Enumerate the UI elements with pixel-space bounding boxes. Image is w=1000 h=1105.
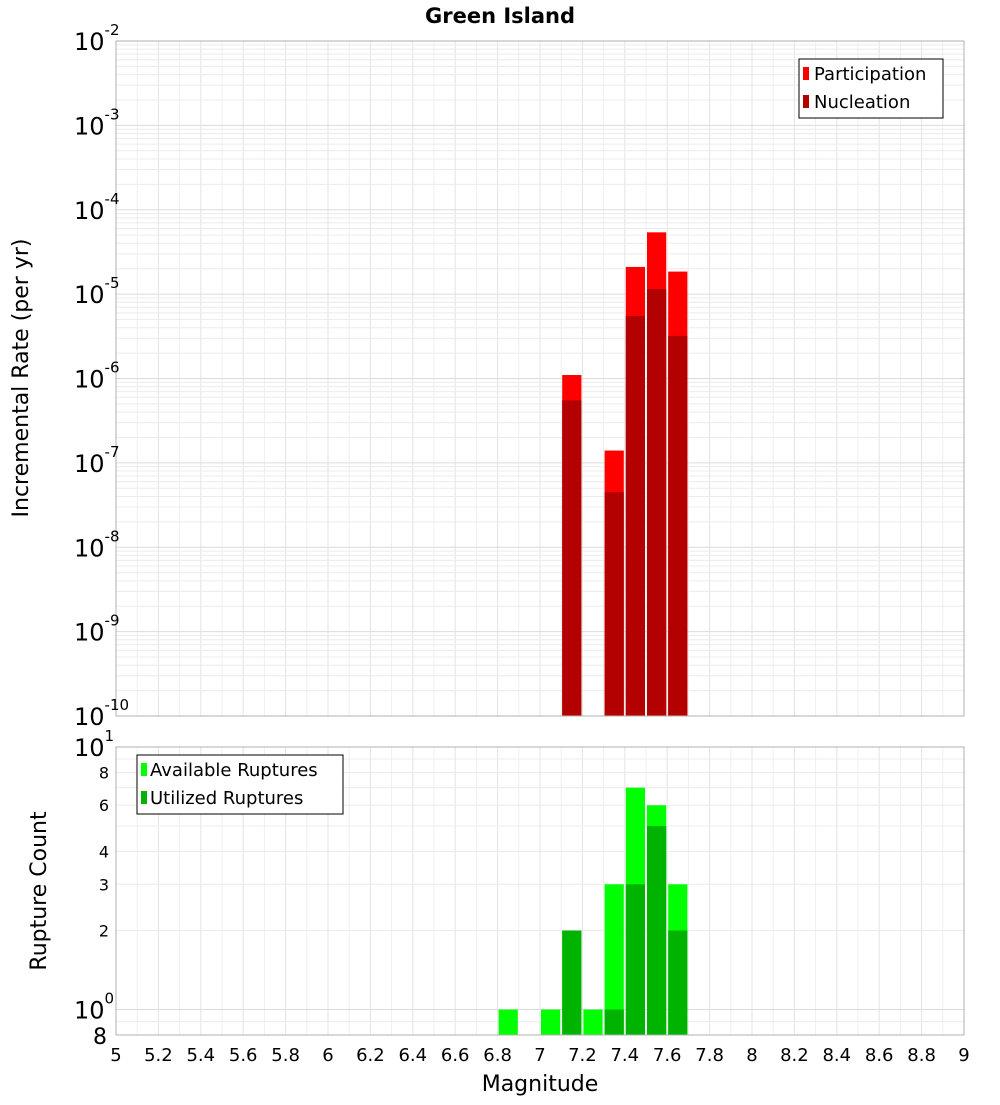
plot-frame [115,746,965,1036]
x-tick-label: 6 [322,1045,333,1066]
x-tick-label: 8.6 [865,1045,894,1066]
y-tick-label: 10-3 [74,105,120,140]
x-tick-label: 7.8 [695,1045,724,1066]
x-tick-label: 7 [534,1045,545,1066]
x-tick-label: 6.6 [441,1045,470,1066]
series-nucleation [562,289,688,716]
legend-label: Nucleation [814,92,910,113]
x-tick-label: 6.8 [483,1045,512,1066]
x-tick-label: 5.8 [271,1045,300,1066]
bar [668,930,688,1035]
y-tick-label: 10-10 [74,696,129,731]
x-tick-labels: 5 5.2 5.4 5.6 5.8 6 6.2 6.4 6.6 6.8 7 7.2 7.4 7.6 7.8 8… [110,1045,969,1066]
rate-panel: Incremental Rate (per yr) 10-2 10-3 10-4 10-… [9,21,965,731]
legend-swatch [141,763,147,776]
y-tick-label: 10-4 [74,190,120,225]
y-tick-label: 10-5 [74,274,120,309]
x-tick-label: 5 [110,1045,121,1066]
y-tick-label: 8 [99,763,109,782]
y-axis-label: Rupture Count [27,811,52,971]
legend-label: Utilized Ruptures [150,788,303,809]
plot-frame [115,40,965,717]
bar [668,335,688,716]
bar [647,826,667,1035]
y-tick-label: 100 [74,990,114,1025]
y-tick-label: 2 [99,922,109,941]
x-tick-label: 7.4 [610,1045,639,1066]
bar [604,1009,624,1035]
bar [604,492,624,716]
x-axis-label: Magnitude [482,1072,599,1097]
legend: Participation Nucleation [798,58,944,119]
y-tick-label: 4 [99,842,109,861]
x-tick-label: 7.6 [653,1045,682,1066]
legend-label: Participation [814,64,926,85]
series-utilized-ruptures [562,826,688,1035]
bar [583,1009,603,1035]
bar [498,1009,518,1035]
bar [562,930,582,1035]
y-tick-label: 10-8 [74,527,120,562]
x-tick-label: 8.8 [907,1045,936,1066]
x-tick-label: 7.2 [568,1045,597,1066]
grid [115,40,965,717]
chart-title: Green Island [425,4,575,28]
y-tick-label: 10-2 [74,21,120,56]
legend-box [798,58,944,119]
bar [625,316,645,716]
legend-box [136,754,344,815]
x-tick-label: 6.2 [356,1045,385,1066]
legend-swatch [803,67,809,80]
x-tick-label: 5.2 [144,1045,173,1066]
x-tick-label: 6.4 [398,1045,427,1066]
y-axis-label: Incremental Rate (per yr) [9,239,34,518]
y-tick-label: 6 [99,796,109,815]
y-tick-label: 10-9 [74,612,120,647]
bar [647,289,667,716]
y-tick-label: 101 [74,727,114,762]
x-tick-label: 5.6 [229,1045,258,1066]
legend: Available Ruptures Utilized Ruptures [136,754,344,815]
y-tick-label: 10-7 [74,443,120,478]
x-tick-label: 5.4 [186,1045,215,1066]
bar [562,400,582,716]
bar [604,884,624,1035]
bar [625,884,645,1035]
legend-swatch [141,791,147,804]
y-tick-label: 10-6 [74,359,120,394]
legend-swatch [803,95,809,108]
x-tick-label: 8.2 [780,1045,809,1066]
x-tick-label: 8 [746,1045,757,1066]
y-tick-label: 8 [93,1025,107,1050]
x-tick-label: 9 [958,1045,969,1066]
legend-label: Available Ruptures [150,760,318,781]
bar [541,1009,561,1035]
y-tick-label: 3 [99,875,109,894]
x-tick-label: 8.4 [822,1045,851,1066]
